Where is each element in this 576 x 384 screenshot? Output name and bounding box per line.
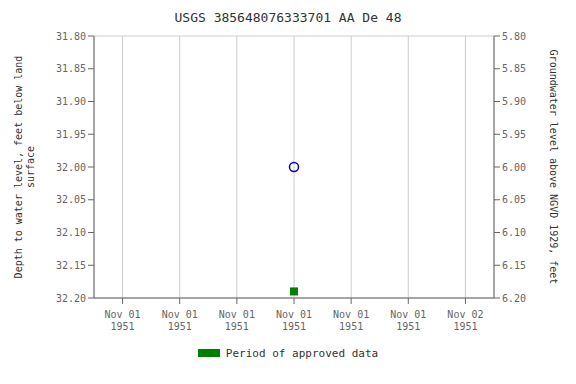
svg-text:31.95: 31.95 xyxy=(56,129,86,140)
svg-text:5.95: 5.95 xyxy=(502,129,526,140)
svg-text:Nov 011951: Nov 011951 xyxy=(219,309,255,332)
svg-text:6.10: 6.10 xyxy=(502,227,526,238)
svg-text:Nov 011951: Nov 011951 xyxy=(333,309,369,332)
svg-text:5.80: 5.80 xyxy=(502,31,526,42)
svg-text:Nov 011951: Nov 011951 xyxy=(276,309,312,332)
svg-text:6.05: 6.05 xyxy=(502,194,526,205)
svg-text:Nov 021951: Nov 021951 xyxy=(447,309,483,332)
svg-text:32.20: 32.20 xyxy=(56,293,86,304)
svg-text:32.10: 32.10 xyxy=(56,227,86,238)
svg-text:32.00: 32.00 xyxy=(56,162,86,173)
html-text:Period of approved data: Period of approved data xyxy=(225,346,379,360)
svg-text:Nov 011951: Nov 011951 xyxy=(162,309,198,332)
svg-text:Depth to water level, feet bel: Depth to water level, feet below landsur… xyxy=(13,56,36,279)
svg-text:32.15: 32.15 xyxy=(56,260,86,271)
svg-text:Groundwater level above NGVD 1: Groundwater level above NGVD 1929, feet xyxy=(548,50,559,285)
svg-text:6.15: 6.15 xyxy=(502,260,526,271)
svg-text:Nov 011951: Nov 011951 xyxy=(105,309,141,332)
svg-text:31.90: 31.90 xyxy=(56,96,86,107)
svg-text:31.80: 31.80 xyxy=(56,31,86,42)
html-text:USGS 385648076333701 AA De 48: USGS 385648076333701 AA De 48 xyxy=(174,10,402,25)
svg-text:5.85: 5.85 xyxy=(502,63,526,74)
svg-text:31.85: 31.85 xyxy=(56,63,86,74)
svg-text:32.05: 32.05 xyxy=(56,194,86,205)
svg-text:6.20: 6.20 xyxy=(502,293,526,304)
svg-text:5.90: 5.90 xyxy=(502,96,526,107)
svg-text:6.00: 6.00 xyxy=(502,162,526,173)
svg-text:Nov 011951: Nov 011951 xyxy=(390,309,426,332)
